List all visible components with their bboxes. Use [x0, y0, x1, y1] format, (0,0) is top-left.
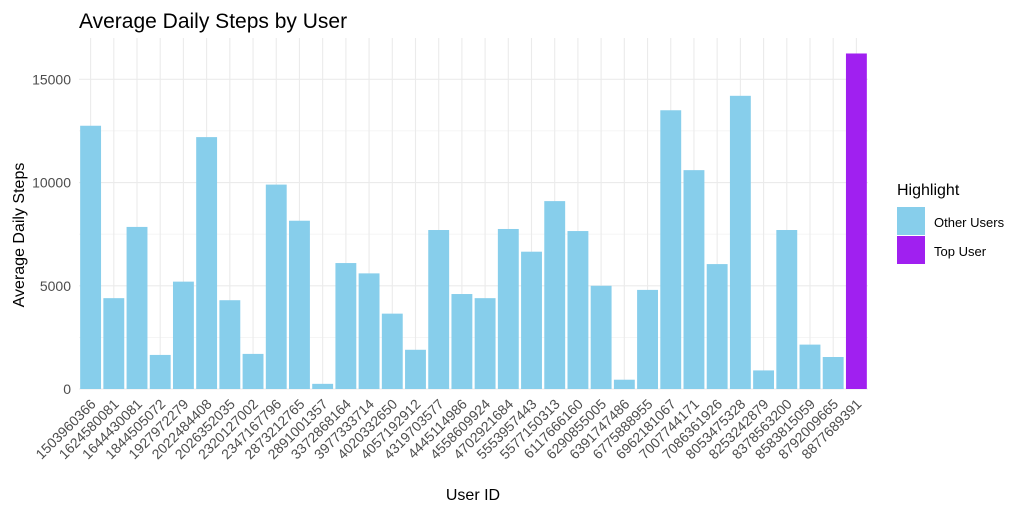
bar-8253242879 [753, 370, 775, 389]
legend-title: Highlight [897, 182, 960, 199]
y-axis-label: Average Daily Steps [11, 163, 28, 308]
y-tick-label: 5000 [40, 278, 71, 294]
bar-1624580081 [103, 298, 125, 389]
bar-2347167796 [265, 184, 287, 389]
bar-8877689391 [845, 53, 867, 390]
y-tick-label: 15000 [32, 71, 71, 87]
bar-4445114986 [451, 294, 473, 389]
bar-4020332650 [381, 313, 403, 389]
legend-swatch-other-users [897, 207, 925, 235]
x-axis-ticks: 1503960366162458008116444300811844505072… [32, 396, 864, 463]
bar-2320127002 [242, 353, 264, 389]
bar-1644430081 [126, 226, 148, 389]
bar-2022484408 [196, 137, 218, 389]
bar-5553957443 [521, 251, 542, 389]
bar-3977333714 [358, 273, 380, 389]
bar-1927972279 [172, 281, 194, 389]
bar-2891001357 [312, 383, 334, 389]
bar-8792009665 [822, 356, 844, 389]
bar-6117666160 [567, 231, 589, 389]
chart-title: Average Daily Steps by User [79, 10, 347, 33]
bar-7007744171 [683, 170, 705, 389]
y-tick-label: 0 [63, 381, 71, 397]
legend-label-top-user: Top User [934, 244, 987, 259]
bar-4057192912 [405, 349, 426, 389]
bar-1844505072 [149, 354, 171, 389]
y-axis-ticks: 0 5000 10000 15000 [32, 71, 71, 397]
legend-label-other-users: Other Users [934, 215, 1005, 230]
y-tick-label: 10000 [32, 175, 71, 191]
bar-8053475328 [729, 95, 751, 389]
bar-6775888955 [637, 289, 658, 389]
x-axis-label: User ID [446, 487, 500, 504]
bar-4558609924 [474, 298, 496, 389]
bar-8378563200 [776, 230, 798, 389]
bar-4702921684 [497, 228, 519, 389]
bar-6391747486 [613, 379, 635, 389]
bar-4319703577 [428, 230, 450, 389]
bar-2873212765 [289, 220, 310, 389]
bar-3372868164 [335, 263, 357, 389]
bars [80, 53, 867, 390]
bar-5577150313 [544, 201, 566, 389]
bar-8583815059 [799, 344, 821, 389]
legend-swatch-top-user [897, 236, 925, 264]
legend: Highlight Other Users Top User [897, 182, 1005, 264]
bar-6962181067 [660, 110, 682, 389]
bar-2026352035 [219, 300, 241, 389]
bar-7086361926 [706, 264, 728, 389]
bar-6290855005 [590, 285, 612, 389]
bar-1503960366 [80, 125, 102, 389]
